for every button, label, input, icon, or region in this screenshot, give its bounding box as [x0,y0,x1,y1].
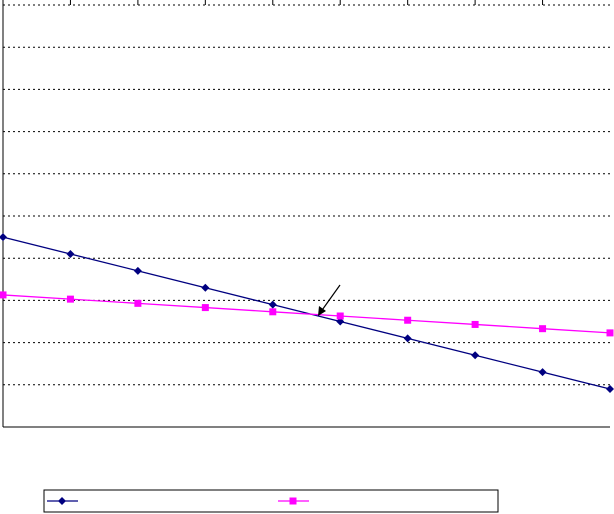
point [268,300,277,309]
plot-area [0,0,614,428]
point [134,299,142,307]
point [66,249,75,258]
point [269,308,277,316]
legend-items [47,497,309,505]
point [0,233,7,242]
point [606,385,614,394]
point [201,283,210,292]
series-line [2,294,611,334]
point [539,325,547,333]
point [336,312,344,320]
point [471,351,480,360]
point [538,368,547,377]
point [201,304,209,312]
point [403,334,412,343]
point [606,329,614,337]
point [471,320,479,328]
series-line [2,236,611,390]
legend-marker [58,497,66,505]
annotation-arrowhead [318,306,326,316]
point [66,295,74,303]
point [133,266,142,275]
annotation-arrow [319,284,341,314]
legend-marker [289,497,297,505]
point [0,291,7,299]
legend [43,489,499,513]
point [404,316,412,324]
